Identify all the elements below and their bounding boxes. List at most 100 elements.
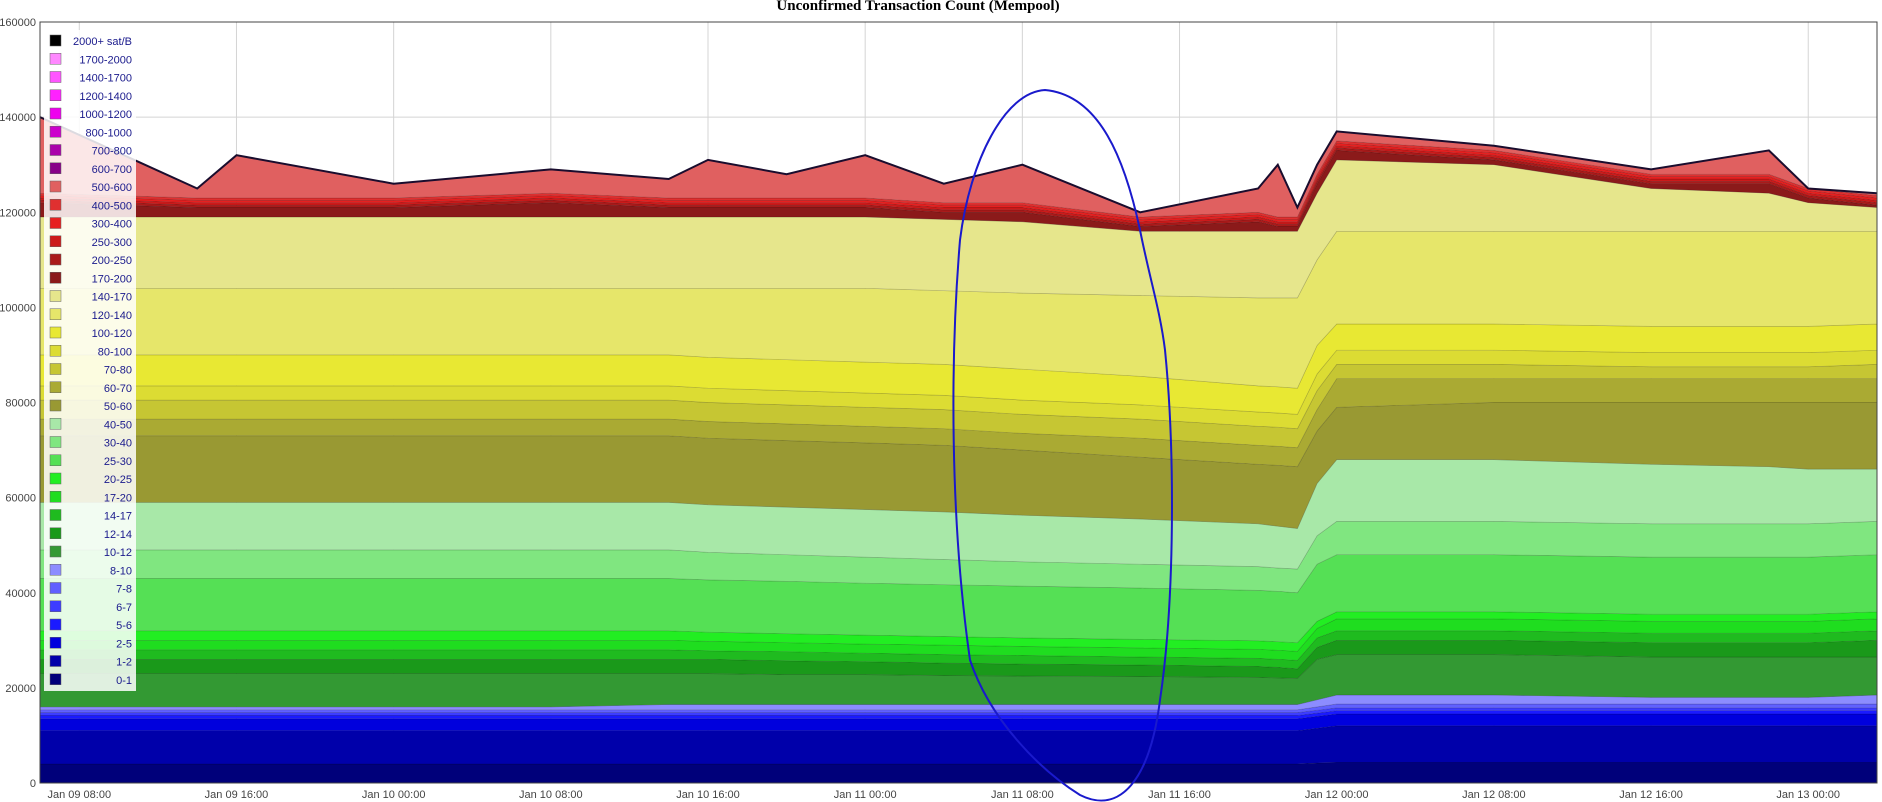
legend-swatch [49,326,62,339]
legend-label: 40-50 [104,419,132,431]
legend-label: 20-25 [104,474,132,486]
legend-label: 70-80 [104,365,132,377]
legend-swatch [49,272,62,284]
y-tick-label: 100000 [0,302,36,314]
legend-swatch [49,290,62,302]
x-tick-label: Jan 12 08:00 [1462,789,1526,801]
legend-label: 1400-1700 [79,73,132,85]
total-outline [39,116,1878,214]
legend-box [44,30,136,691]
y-tick-label: 120000 [0,207,36,219]
y-tick-label: 0 [30,778,36,790]
legend-swatch [49,545,62,558]
axes: 0 20000 40000 60000 80000 100000 120000 140000 1… [0,17,1878,801]
legend-label: 8-10 [110,565,132,577]
legend: 2000+ sat/B 1700-2000 1400-1700 1200-1400 10… [44,30,136,691]
legend-label: 1200-1400 [79,91,132,103]
legend-label: 17-20 [104,492,132,504]
legend-swatch [49,126,62,138]
legend-label: 700-800 [92,146,132,158]
legend-label: 2000+ sat/B [73,36,132,48]
x-tick-label: Jan 11 00:00 [834,789,897,801]
legend-label: 200-250 [92,255,132,267]
legend-label: 10-12 [104,547,132,559]
legend-swatch [49,235,62,247]
legend-swatch [49,637,62,649]
legend-label: 60-70 [104,383,132,395]
legend-label: 5-6 [116,620,132,632]
legend-swatch [49,564,62,576]
legend-swatch [49,436,62,448]
legend-label: 12-14 [104,529,132,541]
x-tick-label: Jan 13 00:00 [1776,789,1840,801]
legend-label: 50-60 [104,401,132,413]
legend-label: 250-300 [92,237,132,249]
legend-label: 2-5 [116,638,132,650]
x-tick-label: Jan 12 16:00 [1619,789,1683,801]
legend-swatch [49,418,62,430]
x-tick-label: Jan 11 08:00 [991,789,1054,801]
legend-swatch [49,381,62,393]
legend-label: 1700-2000 [79,54,132,66]
legend-swatch [49,199,62,211]
legend-swatch [49,454,62,466]
legend-swatch [49,527,62,539]
legend-swatch [49,107,62,120]
area-0-1 [39,762,1878,784]
y-tick-label: 80000 [5,398,36,410]
hand-drawn-ellipse-annotation [952,88,1173,802]
legend-swatch [49,363,62,375]
legend-swatch [49,399,62,412]
x-tick-label: Jan 12 00:00 [1305,789,1369,801]
legend-label: 80-100 [98,346,132,358]
legend-swatch [49,34,62,47]
x-tick-label: Jan 10 16:00 [676,789,740,801]
plot-border [39,21,1878,784]
legend-label: 0-1 [116,675,132,687]
legend-swatch [49,618,62,631]
y-tick-label: 40000 [5,588,36,600]
legend-swatch [49,162,62,174]
legend-swatch [49,180,62,193]
series-areas [39,116,1878,784]
legend-label: 100-120 [92,328,132,340]
legend-label: 1000-1200 [79,109,132,121]
x-tick-label: Jan 09 08:00 [47,789,111,801]
legend-swatch [49,655,62,667]
x-tick-label: Jan 10 08:00 [519,789,583,801]
legend-label: 500-600 [92,182,132,194]
x-tick-label: Jan 10 00:00 [362,789,426,801]
legend-label: 30-40 [104,438,132,450]
legend-swatch [49,89,62,101]
legend-label: 170-200 [92,273,132,285]
legend-label: 140-170 [92,292,132,304]
legend-label: 300-400 [92,219,132,231]
legend-swatch [49,217,62,229]
legend-swatch [49,144,62,156]
y-tick-label: 140000 [0,112,36,124]
legend-swatch [49,308,62,320]
y-tick-label: 20000 [5,683,36,695]
legend-label: 14-17 [104,511,132,523]
legend-swatch [49,53,62,65]
y-tick-label: 60000 [5,493,36,505]
legend-swatch [49,600,62,612]
area-1-2 [39,725,1878,765]
legend-swatch [49,673,62,685]
legend-swatch [49,472,62,485]
legend-label: 1-2 [116,657,132,669]
legend-swatch [49,491,62,503]
legend-label: 25-30 [104,456,132,468]
legend-label: 7-8 [116,584,132,596]
y-tick-label: 160000 [0,17,36,29]
legend-label: 400-500 [92,200,132,212]
legend-swatch [49,509,62,521]
legend-swatch [49,582,62,594]
legend-label: 600-700 [92,164,132,176]
legend-swatch [49,71,62,83]
legend-swatch [49,345,62,357]
legend-label: 6-7 [116,602,132,614]
x-tick-label: Jan 11 16:00 [1148,789,1211,801]
legend-label: 120-140 [92,310,132,322]
